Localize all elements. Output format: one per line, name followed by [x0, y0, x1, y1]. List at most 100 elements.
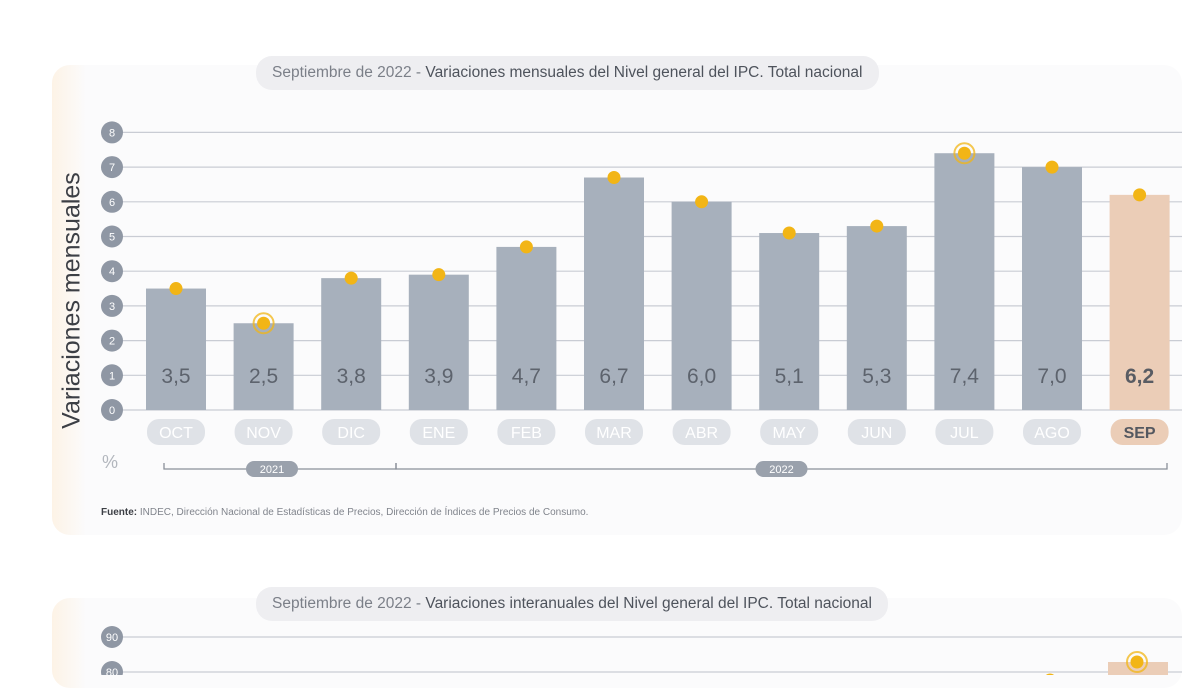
bar-ago	[1022, 167, 1082, 410]
marker-may	[782, 226, 796, 240]
value-label-ago: 7,0	[1037, 365, 1066, 388]
value-label-may: 5,1	[775, 365, 804, 388]
y-tick-label-1: 1	[109, 370, 115, 382]
year-label-2022: 2022	[769, 464, 793, 476]
month-label-may: MAY	[772, 425, 806, 442]
y-tick-label-5: 5	[109, 232, 115, 244]
month-badge-sep	[1110, 419, 1169, 445]
bar-jul	[934, 153, 995, 410]
marker-halo-jul	[953, 142, 976, 165]
marker-dic	[344, 271, 358, 285]
y-tick-badge-2	[101, 329, 123, 352]
interannual-tick-label-90: 90	[106, 632, 118, 644]
bar-nov	[233, 323, 294, 410]
marker-ago	[1045, 160, 1059, 174]
marker-halo-nov	[252, 312, 275, 335]
year-label-2021: 2021	[260, 464, 284, 476]
interannual-tick-badge-90	[101, 626, 123, 648]
month-label-jul: JUL	[950, 425, 979, 442]
y-tick-badge-5	[101, 225, 123, 248]
value-label-jun: 5,3	[862, 365, 891, 388]
month-label-feb: FEB	[511, 425, 542, 442]
value-label-sep: 6,2	[1125, 365, 1154, 388]
marker-jun	[870, 219, 884, 233]
y-tick-badge-1	[101, 364, 123, 387]
marker-abr	[695, 195, 709, 209]
month-badge-jun	[847, 419, 906, 445]
y-tick-label-6: 6	[109, 197, 115, 209]
month-badge-feb	[497, 419, 556, 445]
marker-ene	[432, 268, 446, 282]
month-badge-may	[760, 419, 819, 445]
month-label-oct: OCT	[159, 425, 193, 442]
monthly-title-rest: Variaciones mensuales del Nivel general …	[425, 64, 863, 81]
y-tick-label-3: 3	[109, 301, 115, 313]
y-tick-label-4: 4	[109, 266, 115, 278]
bar-sep	[1109, 194, 1170, 410]
value-label-jul: 7,4	[950, 365, 980, 388]
marker-sep	[1133, 188, 1147, 202]
value-label-oct: 3,5	[161, 365, 190, 388]
value-label-mar: 6,7	[599, 365, 628, 388]
bar-feb	[496, 246, 557, 410]
interannual-title-lead: Septiembre de 2022 -	[272, 595, 426, 612]
bar-may	[759, 233, 820, 410]
value-label-nov: 2,5	[249, 365, 278, 388]
bar-jun	[846, 226, 907, 410]
month-label-ene: ENE	[422, 425, 455, 442]
month-label-jun: JUN	[861, 425, 892, 442]
y-tick-label-2: 2	[109, 336, 115, 348]
monthly-title-lead: Septiembre de 2022 -	[272, 64, 426, 81]
month-badge-abr	[672, 419, 731, 445]
source-note: Fuente: INDEC, Dirección Nacional de Est…	[101, 507, 588, 518]
month-label-mar: MAR	[596, 425, 632, 442]
source-label: Fuente:	[101, 507, 138, 518]
interannual-marker-halo-sep	[1126, 651, 1148, 673]
month-label-abr: ABR	[685, 425, 718, 442]
month-label-sep: SEP	[1124, 425, 1156, 442]
marker-nov	[257, 316, 271, 330]
value-label-ene: 3,9	[424, 365, 453, 388]
interannual-marker-sep	[1130, 655, 1144, 669]
interannual-tick-label-80: 80	[106, 667, 118, 675]
bar-abr	[671, 201, 732, 410]
monthly-chart-title: Septiembre de 2022 - Variaciones mensual…	[256, 56, 879, 90]
year-badge-2022	[755, 461, 808, 477]
month-label-ago: AGO	[1034, 425, 1070, 442]
y-tick-badge-8	[101, 121, 123, 144]
marker-feb	[519, 240, 533, 254]
marker-mar	[607, 171, 621, 185]
y-tick-badge-0	[101, 399, 123, 421]
month-badge-jul	[935, 419, 994, 445]
bar-oct	[146, 288, 206, 410]
y-tick-label-8: 8	[109, 127, 115, 139]
marker-jul	[957, 146, 971, 160]
interannual-title-rest: Variaciones interanuales del Nivel gener…	[425, 595, 872, 612]
bar-mar	[584, 177, 644, 410]
month-label-dic: DIC	[337, 425, 365, 442]
month-badge-oct	[147, 419, 205, 445]
y-tick-badge-7	[101, 156, 123, 179]
source-text: INDEC, Dirección Nacional de Estadística…	[139, 507, 589, 518]
interannual-tick-badge-80	[101, 661, 123, 675]
value-label-dic: 3,8	[337, 365, 366, 388]
value-label-feb: 4,7	[512, 365, 541, 388]
value-label-abr: 6,0	[687, 365, 716, 388]
month-badge-nov	[234, 419, 293, 445]
month-label-nov: NOV	[246, 425, 281, 442]
y-tick-label-0: 0	[109, 405, 115, 417]
unit-label: %	[102, 452, 119, 472]
bar-ene	[408, 274, 469, 410]
marker-oct	[169, 282, 183, 296]
year-badge-2021	[246, 461, 298, 477]
month-badge-mar	[585, 419, 643, 445]
month-badge-ago	[1023, 419, 1081, 445]
y-tick-badge-3	[101, 294, 123, 317]
y-tick-badge-6	[101, 190, 123, 213]
y-tick-badge-4	[101, 260, 123, 283]
y-tick-label-7: 7	[109, 162, 115, 174]
bar-dic	[321, 278, 382, 410]
month-badge-ene	[409, 419, 468, 445]
month-badge-dic	[322, 419, 381, 445]
